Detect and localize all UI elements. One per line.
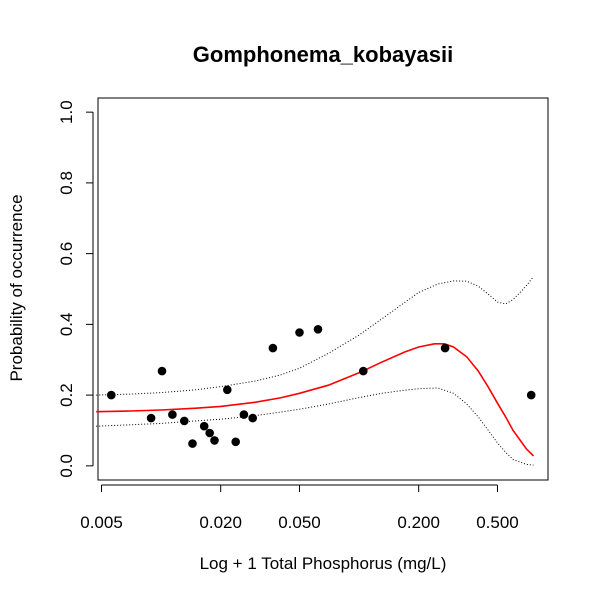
- data-point: [168, 410, 177, 419]
- x-axis-label: Log + 1 Total Phosphorus (mg/L): [200, 554, 447, 573]
- y-axis: 0.0 0.2 0.4 0.6 0.8 1.0: [57, 100, 94, 478]
- data-point: [526, 390, 536, 400]
- data-point: [180, 416, 189, 426]
- y-tick-label: 0.0: [57, 454, 76, 478]
- data-point: [295, 328, 304, 337]
- y-tick-label: 0.4: [57, 313, 76, 337]
- data-point: [199, 421, 209, 431]
- y-tick-label: 0.2: [57, 383, 76, 407]
- data-point: [188, 439, 197, 448]
- data-point: [268, 343, 278, 353]
- data-point: [248, 413, 257, 423]
- x-tick-label: 0.005: [80, 513, 123, 532]
- confidence-interval-lines: [96, 276, 534, 466]
- chart-title: Gomphonema_kobayasii: [193, 42, 453, 67]
- data-point: [107, 390, 116, 400]
- x-tick-label: 0.050: [278, 513, 321, 532]
- data-point: [223, 385, 232, 395]
- x-axis: 0.005 0.020 0.050 0.200 0.500: [80, 484, 519, 532]
- y-axis-label: Probability of occurrence: [7, 194, 26, 381]
- data-point: [440, 343, 450, 353]
- x-tick-label: 0.500: [476, 513, 519, 532]
- x-tick-label: 0.020: [199, 513, 242, 532]
- y-tick-label: 0.8: [57, 171, 76, 195]
- data-point: [157, 366, 167, 376]
- data-point: [359, 366, 368, 376]
- data-point: [205, 428, 214, 438]
- x-tick-label: 0.200: [397, 513, 440, 532]
- data-point: [146, 413, 156, 423]
- confidence-band-line: [96, 276, 534, 396]
- data-point: [239, 410, 249, 419]
- y-tick-label: 1.0: [57, 100, 76, 124]
- data-point: [210, 436, 219, 445]
- fitted-curve-line: [96, 343, 535, 457]
- plot-area-frame: [97, 97, 549, 481]
- data-points: [107, 325, 536, 448]
- y-tick-label: 0.6: [57, 242, 76, 266]
- data-point: [231, 437, 240, 447]
- fitted-curve: [96, 343, 535, 457]
- data-point: [313, 325, 323, 334]
- confidence-band-line: [96, 387, 534, 466]
